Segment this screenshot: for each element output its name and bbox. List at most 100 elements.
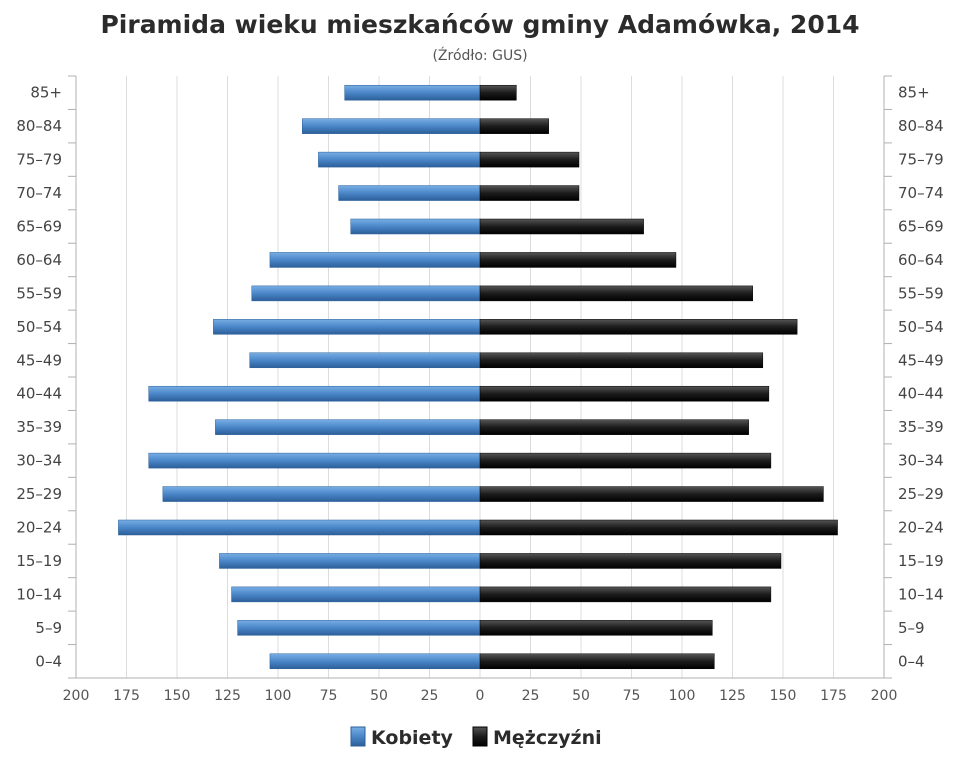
bar-kobiety	[215, 419, 481, 435]
bar-kobiety	[148, 452, 481, 469]
x-tick-label: 175	[820, 688, 847, 704]
bar-mezczyzni	[479, 352, 764, 369]
category-label-right: 85+	[898, 84, 930, 102]
category-label-left: 10–14	[16, 585, 62, 603]
category-label-right: 60–64	[898, 251, 944, 269]
category-label-right: 50–54	[898, 318, 944, 336]
legend: Kobiety Mężczyźni	[350, 726, 602, 749]
category-label-right: 15–19	[898, 552, 944, 570]
x-tick-label: 25	[522, 688, 540, 704]
category-label-left: 45–49	[16, 351, 62, 369]
category-label-right: 65–69	[898, 218, 944, 236]
bar-mezczyzni	[479, 419, 749, 435]
category-label-left: 80–84	[16, 117, 62, 135]
bar-kobiety	[301, 118, 481, 134]
category-label-right: 40–44	[898, 385, 944, 403]
x-tick-label: 75	[623, 688, 641, 704]
category-label-right: 30–34	[898, 452, 944, 470]
x-tick-label: 125	[214, 688, 241, 704]
category-label-left: 50–54	[16, 318, 62, 336]
bar-mezczyzni	[479, 553, 782, 569]
x-tick-label: 50	[572, 688, 590, 704]
category-label-right: 20–24	[898, 519, 944, 537]
bar-mezczyzni	[479, 84, 517, 101]
category-label-left: 30–34	[16, 452, 62, 470]
category-label-left: 65–69	[16, 218, 62, 236]
chart-subtitle: (Źródło: GUS)	[432, 46, 527, 64]
x-tick-label: 125	[719, 688, 746, 704]
bar-mezczyzni	[479, 486, 824, 502]
bar-mezczyzni	[479, 285, 753, 302]
x-tick-label: 100	[669, 688, 696, 704]
bar-kobiety	[162, 486, 481, 502]
axes	[68, 75, 892, 679]
category-label-left: 25–29	[16, 485, 62, 503]
category-label-left: 60–64	[16, 251, 62, 269]
x-tick-label: 100	[265, 688, 292, 704]
bar-mezczyzni	[479, 118, 549, 134]
legend-swatch-kobiety	[350, 726, 366, 747]
bar-kobiety	[213, 319, 481, 335]
bar-mezczyzni	[479, 218, 644, 235]
bar-mezczyzni	[479, 385, 770, 402]
bar-kobiety	[269, 252, 481, 268]
x-tick-label: 150	[770, 688, 797, 704]
x-tick-label: 50	[370, 688, 388, 704]
bar-mezczyzni	[479, 586, 772, 603]
bar-kobiety	[237, 620, 481, 636]
bar-kobiety	[338, 185, 481, 201]
category-label-right: 70–74	[898, 184, 944, 202]
bar-mezczyzni	[479, 185, 580, 201]
category-label-left: 0–4	[35, 652, 62, 670]
x-tick-label: 75	[320, 688, 338, 704]
category-label-left: 70–74	[16, 184, 62, 202]
bar-kobiety	[231, 586, 481, 603]
bar-mezczyzni	[479, 252, 677, 268]
bar-kobiety	[249, 352, 481, 369]
legend-label-mezczyzni: Mężczyźni	[493, 727, 602, 749]
bar-kobiety	[219, 553, 481, 569]
bar-kobiety	[269, 653, 481, 670]
x-tick-label: 25	[421, 688, 439, 704]
bar-kobiety	[148, 385, 481, 402]
category-label-left: 20–24	[16, 519, 62, 537]
bar-kobiety	[118, 519, 481, 536]
x-tick-label: 200	[871, 688, 898, 704]
category-label-left: 35–39	[16, 418, 62, 436]
legend-swatch-mezczyzni	[472, 726, 488, 747]
x-tick-label: 200	[63, 688, 90, 704]
category-label-right: 45–49	[898, 351, 944, 369]
category-label-right: 0–4	[898, 652, 925, 670]
category-label-left: 85+	[30, 84, 62, 102]
category-label-left: 5–9	[35, 619, 62, 637]
x-tick-labels: 200 175 150 125 100 75 50 25 0 25 50 75 100 125 150 175…	[63, 688, 898, 704]
bar-mezczyzni	[479, 452, 772, 469]
category-label-left: 15–19	[16, 552, 62, 570]
category-label-left: 55–59	[16, 284, 62, 302]
bar-mezczyzni	[479, 319, 798, 335]
bar-mezczyzni	[479, 151, 580, 168]
bar-kobiety	[350, 218, 481, 235]
category-label-right: 55–59	[898, 284, 944, 302]
bar-kobiety	[318, 151, 481, 168]
category-label-right: 75–79	[898, 151, 944, 169]
x-tick-label: 0	[476, 688, 485, 704]
legend-label-kobiety: Kobiety	[371, 727, 454, 749]
category-label-left: 40–44	[16, 385, 62, 403]
category-label-left: 75–79	[16, 151, 62, 169]
x-tick-label: 175	[113, 688, 140, 704]
category-labels-left: 85+ 80–84 75–79 70–74 65–69 60–64 55–59 50–54 45…	[16, 84, 62, 671]
bar-mezczyzni	[479, 620, 713, 636]
bar-mezczyzni	[479, 519, 838, 536]
category-labels-right: 85+ 80–84 75–79 70–74 65–69 60–64 55–59 50–54 45…	[898, 84, 944, 671]
bars	[118, 84, 838, 670]
bar-mezczyzni	[479, 653, 715, 670]
category-label-right: 80–84	[898, 117, 944, 135]
category-label-right: 5–9	[898, 619, 925, 637]
category-label-right: 25–29	[898, 485, 944, 503]
category-label-right: 10–14	[898, 585, 944, 603]
category-label-right: 35–39	[898, 418, 944, 436]
bar-kobiety	[251, 285, 481, 302]
chart-title: Piramida wieku mieszkańców gminy Adamówk…	[100, 10, 859, 39]
